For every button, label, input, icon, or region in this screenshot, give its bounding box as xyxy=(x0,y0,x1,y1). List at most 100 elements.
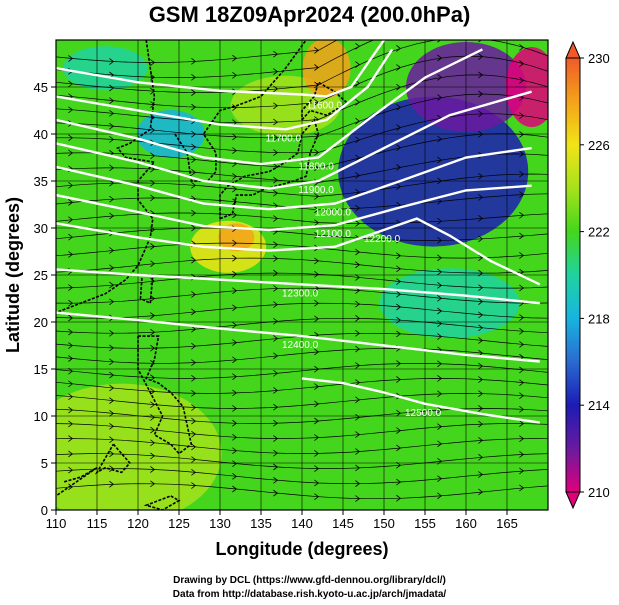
wind-arrow xyxy=(68,134,74,142)
x-tick-label: 145 xyxy=(332,516,354,531)
x-tick-label: 125 xyxy=(168,516,190,531)
wind-arrow xyxy=(437,282,443,289)
wind-arrow xyxy=(355,413,361,421)
wind-arrow xyxy=(191,209,197,217)
wind-arrow xyxy=(191,74,197,81)
wind-arrow xyxy=(314,285,320,292)
wind-arrow xyxy=(191,430,197,438)
wind-arrow xyxy=(232,71,238,79)
wind-arrow xyxy=(68,106,74,114)
wind-arrow xyxy=(68,55,74,62)
wind-arrow xyxy=(150,226,156,233)
wind-arrow xyxy=(68,393,74,401)
wind-arrow xyxy=(68,149,74,157)
wind-arrow xyxy=(68,328,74,336)
wind-arrow xyxy=(519,60,525,67)
wind-arrow xyxy=(437,406,443,414)
wind-arrow xyxy=(519,211,525,219)
wind-arrow xyxy=(109,97,115,105)
wind-arrow xyxy=(273,352,279,360)
contour-label: 12500.0 xyxy=(405,408,442,419)
wind-arrow xyxy=(478,376,484,383)
wind-arrow xyxy=(519,150,525,158)
wind-arrow xyxy=(109,329,115,337)
wind-arrow xyxy=(232,211,238,219)
wind-arrow xyxy=(150,73,156,81)
wind-arrow xyxy=(150,152,156,160)
wind-arrow xyxy=(396,45,402,52)
wind-arrow xyxy=(109,410,115,417)
wind-arrow xyxy=(437,1,441,7)
wind-arrow xyxy=(68,251,74,258)
wind-arrow xyxy=(314,434,320,441)
wind-arrow xyxy=(273,215,279,222)
contour-label: 11600.0 xyxy=(307,100,343,111)
wind-arrow xyxy=(519,28,523,34)
wind-arrow xyxy=(68,483,74,491)
contour-label: 12100.0 xyxy=(315,229,352,240)
credit-drawing: Drawing by DCL (https://www.gfd-dennou.o… xyxy=(173,575,446,586)
y-tick-label: 10 xyxy=(34,409,48,424)
wind-arrow xyxy=(68,466,74,474)
wind-arrow xyxy=(273,317,279,325)
wind-arrow xyxy=(314,465,320,472)
wind-arrow xyxy=(68,199,74,206)
chart-title: GSM 18Z09Apr2024 (200.0hPa) xyxy=(148,2,471,27)
wind-arrow xyxy=(519,191,525,198)
wind-arrow xyxy=(314,64,320,71)
wind-arrow xyxy=(478,90,484,98)
axes: 110 115 120 125 130 135 140 145 150 155 160 165 0 5 10… xyxy=(3,80,518,559)
wind-arrow xyxy=(109,84,115,92)
wind-arrow xyxy=(519,232,525,240)
wind-arrow xyxy=(478,71,484,79)
wind-arrow xyxy=(355,248,361,256)
wind-arrow xyxy=(232,373,238,380)
wind-arrow xyxy=(150,126,156,134)
x-axis-title: Longitude (degrees) xyxy=(215,539,388,559)
wind-arrow xyxy=(396,330,402,338)
wind-arrow xyxy=(109,247,115,254)
wind-arrow xyxy=(273,176,279,184)
wind-arrow xyxy=(314,383,320,390)
x-tick-label: 115 xyxy=(87,516,108,531)
wind-arrow xyxy=(109,136,115,143)
wind-arrow xyxy=(232,304,238,312)
wind-arrow xyxy=(68,435,74,442)
wind-arrow xyxy=(109,298,115,306)
wind-arrow xyxy=(191,389,197,397)
contour-label: 11700.0 xyxy=(266,133,302,144)
wind-arrow xyxy=(232,356,238,364)
wind-arrow xyxy=(355,117,361,125)
wind-arrow xyxy=(396,64,402,71)
wind-arrow xyxy=(478,362,484,370)
wind-arrow xyxy=(437,237,443,244)
wind-arrow xyxy=(396,265,402,273)
wind-arrow xyxy=(437,423,443,430)
wind-arrow xyxy=(478,324,484,332)
wind-arrow xyxy=(519,327,525,335)
wind-arrow xyxy=(355,300,361,308)
field-patch xyxy=(218,223,255,252)
temperature-field xyxy=(56,40,548,510)
field-patch xyxy=(302,40,351,99)
wind-arrow xyxy=(519,284,525,292)
colorbar: 210 214 218 222 226 230 xyxy=(565,40,610,510)
wind-arrow xyxy=(191,375,197,382)
wind-arrow xyxy=(191,482,197,489)
wind-arrow xyxy=(519,392,525,400)
wind-arrow xyxy=(273,241,279,248)
height-contours: 11600.0 11700.0 11800.0 11900.0 12000.0 12100… xyxy=(56,40,541,424)
wind-arrow xyxy=(232,433,238,441)
colorbar-tick-label: 222 xyxy=(588,225,610,240)
wind-arrow xyxy=(150,101,156,108)
contour-line xyxy=(56,268,540,305)
contour-line xyxy=(56,48,394,131)
wind-arrow xyxy=(478,453,484,461)
x-tick-label: 130 xyxy=(209,516,231,531)
wind-arrow xyxy=(478,471,484,478)
wind-arrow xyxy=(150,466,156,473)
wind-arrow xyxy=(314,493,320,500)
wind-arrow xyxy=(478,110,484,118)
wind-arrow xyxy=(396,144,402,151)
wind-arrow xyxy=(109,436,115,444)
